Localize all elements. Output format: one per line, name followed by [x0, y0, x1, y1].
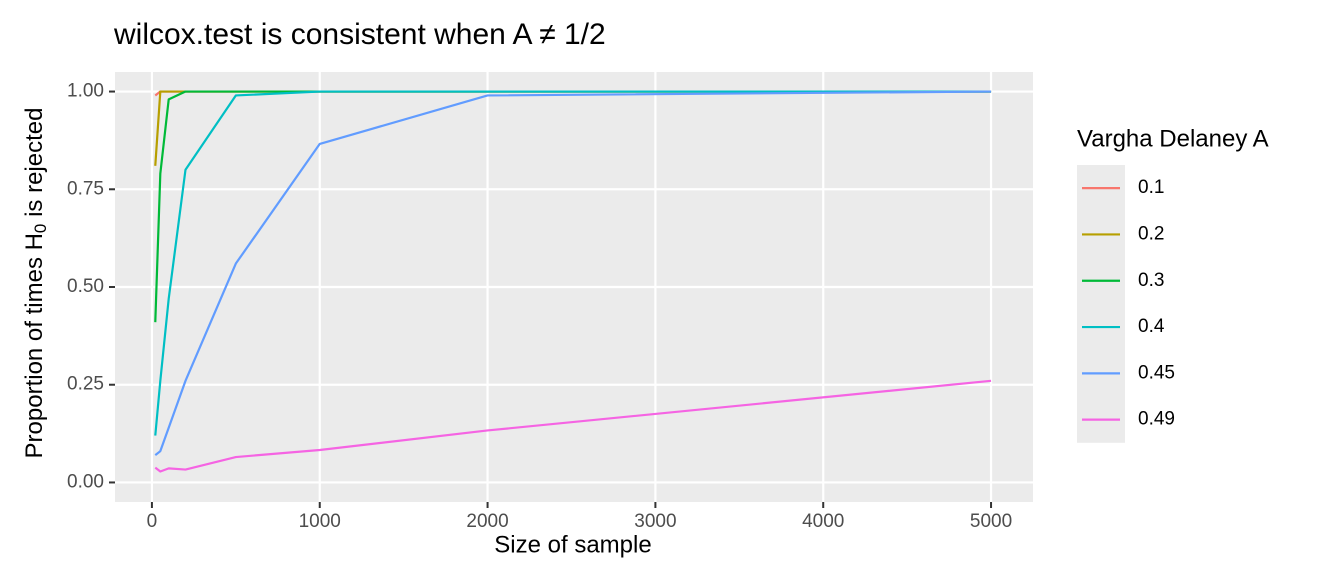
x-tick-label: 3000	[634, 511, 676, 532]
legend-label: 0.2	[1138, 223, 1164, 244]
data-line	[154, 90, 992, 456]
x-axis-title: Size of sample	[494, 531, 651, 558]
legend-label: 0.1	[1138, 177, 1164, 198]
y-axis-title-subscript: 0	[31, 224, 50, 233]
x-tick-label: 4000	[802, 511, 844, 532]
legend-label: 0.45	[1138, 362, 1175, 383]
data-line	[154, 379, 992, 473]
x-tick-label: 1000	[299, 511, 341, 532]
data-line	[154, 90, 992, 436]
x-tick-label: 5000	[970, 511, 1012, 532]
legend-title: Vargha Delaney A	[1077, 125, 1269, 152]
y-tick-label: 1.00	[67, 81, 104, 102]
y-tick-label: 0.75	[67, 178, 104, 199]
y-axis-title-part: Proportion of times H	[21, 233, 48, 458]
legend-label: 0.49	[1138, 409, 1175, 430]
y-axis-title: Proportion of times H0 is rejected	[21, 108, 50, 459]
chart-title: wilcox.test is consistent when A ≠ 1/2	[113, 18, 606, 51]
y-tick-label: 0.00	[67, 471, 104, 492]
y-tick-label: 0.25	[67, 374, 104, 395]
y-axis-title-part: is rejected	[21, 108, 48, 224]
x-tick-label: 0	[147, 511, 158, 532]
legend-label: 0.4	[1138, 316, 1165, 337]
x-tick-label: 2000	[466, 511, 508, 532]
legend-key-background	[1077, 165, 1125, 443]
legend-label: 0.3	[1138, 270, 1164, 291]
y-tick-label: 0.50	[67, 276, 104, 297]
